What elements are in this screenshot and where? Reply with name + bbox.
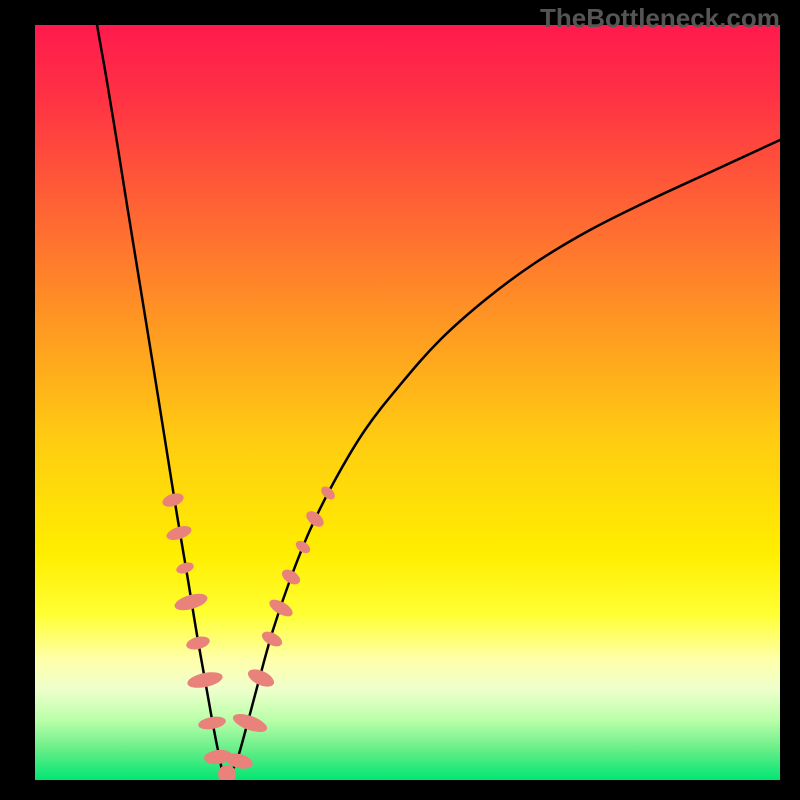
watermark-text: TheBottleneck.com	[540, 3, 780, 34]
gradient-background	[35, 25, 780, 780]
plot-svg	[35, 25, 780, 780]
chart-container: TheBottleneck.com	[0, 0, 800, 800]
